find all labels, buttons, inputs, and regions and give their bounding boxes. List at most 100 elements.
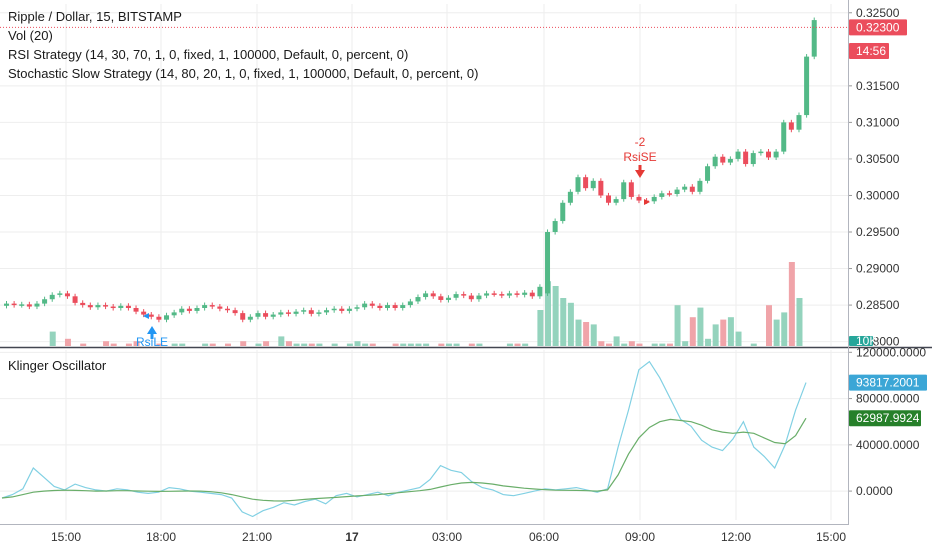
candle-body (522, 292, 528, 295)
candle-body (179, 308, 185, 313)
candle (316, 309, 322, 317)
klinger-oscillator-label[interactable]: Klinger Oscillator (8, 358, 107, 373)
candle (567, 189, 573, 206)
candle (445, 295, 451, 303)
candle (689, 184, 695, 195)
stochastic-strategy-label[interactable]: Stochastic Slow Strategy (14, 80, 20, 1,… (8, 66, 479, 81)
volume-indicator-label[interactable]: Vol (20) (8, 28, 53, 43)
volume-bar (689, 317, 696, 346)
candle-body (674, 189, 680, 194)
candle-body (270, 314, 276, 317)
klinger-line (1, 360, 807, 518)
candle-body (766, 151, 771, 158)
candle-body (697, 180, 703, 192)
candle-body (727, 158, 733, 163)
x-tick-label: 06:00 (529, 530, 559, 544)
candle (293, 309, 299, 317)
y-tick-label: 0.32500 (856, 6, 900, 20)
candle-body (232, 310, 238, 314)
candle (651, 194, 657, 204)
countdown-tag-bg (849, 43, 889, 59)
candle (118, 303, 124, 311)
candle-body (247, 316, 253, 320)
candle (537, 284, 543, 299)
candle (674, 187, 680, 197)
candle-body (308, 310, 314, 314)
candle-body (705, 166, 711, 181)
symbol-title[interactable]: Ripple / Dollar, 15, BITSTAMP (8, 9, 182, 24)
y-tick-label: 0.31000 (856, 115, 900, 129)
candle-body (285, 312, 291, 314)
candle (285, 309, 291, 317)
y-tick-label: 0.29500 (856, 225, 900, 239)
candle (49, 292, 55, 302)
candle-body (560, 202, 566, 222)
candle (11, 301, 17, 308)
volume-tag: 10K (856, 334, 877, 348)
volume-bar (781, 312, 788, 346)
volume-bar (697, 307, 704, 346)
volume-bar (133, 341, 140, 346)
candle (468, 293, 474, 302)
rsi-strategy-label[interactable]: RSI Strategy (14, 30, 70, 1, 0, fixed, 1… (8, 47, 409, 62)
y-tick-label: 0.30500 (856, 152, 900, 166)
candle-body (42, 299, 48, 304)
volume-bar (727, 317, 734, 346)
candle-body (34, 303, 40, 307)
candle-body (224, 308, 230, 311)
main-legend: Ripple / Dollar, 15, BITSTAMP Vol (20) R… (8, 7, 478, 83)
volume-bar (453, 343, 460, 346)
candle-body (4, 303, 9, 306)
candle-body (385, 305, 390, 308)
candle (339, 306, 345, 314)
x-tick-label: 17 (345, 530, 359, 544)
candle (278, 309, 284, 318)
candle (301, 307, 307, 315)
volume-bar (423, 343, 430, 346)
candle (499, 291, 505, 299)
candle-body (651, 196, 657, 202)
candle-body (194, 308, 200, 311)
candlesticks (4, 17, 817, 323)
candle (240, 310, 246, 323)
candle (621, 179, 627, 202)
candle (209, 302, 215, 310)
candle (369, 301, 375, 309)
candle-body (773, 151, 779, 158)
candle (164, 312, 170, 323)
candle (438, 293, 444, 303)
volume-bar (636, 343, 643, 346)
candle (590, 178, 596, 191)
candle (484, 290, 490, 299)
volume-bar (575, 319, 582, 346)
candle (461, 291, 467, 299)
candle-body (141, 311, 147, 315)
candle-body (453, 294, 459, 298)
candle-body (537, 286, 543, 297)
osc-y-tick-label: 120000.0000 (856, 345, 926, 359)
volume-bar (560, 298, 567, 346)
candle (697, 178, 703, 195)
candle-body (346, 308, 352, 311)
candle (659, 190, 665, 200)
signal-value-tag: 62987.9924 (856, 411, 920, 425)
volume-bar (263, 341, 270, 346)
volume-bar (103, 341, 110, 346)
volume-bar (537, 310, 544, 346)
candle (491, 290, 497, 297)
candle (331, 306, 337, 313)
candle-body (476, 295, 482, 300)
candle (34, 301, 40, 310)
candle-body (407, 301, 413, 306)
volume-bar (598, 341, 605, 346)
candle (186, 306, 192, 314)
osc-y-tick-label: 40000.0000 (856, 438, 920, 452)
candle (324, 307, 330, 315)
candle-body (575, 177, 581, 192)
candle (217, 303, 223, 312)
candle-body (636, 196, 642, 201)
candle (682, 184, 688, 193)
candle-body (263, 313, 269, 317)
